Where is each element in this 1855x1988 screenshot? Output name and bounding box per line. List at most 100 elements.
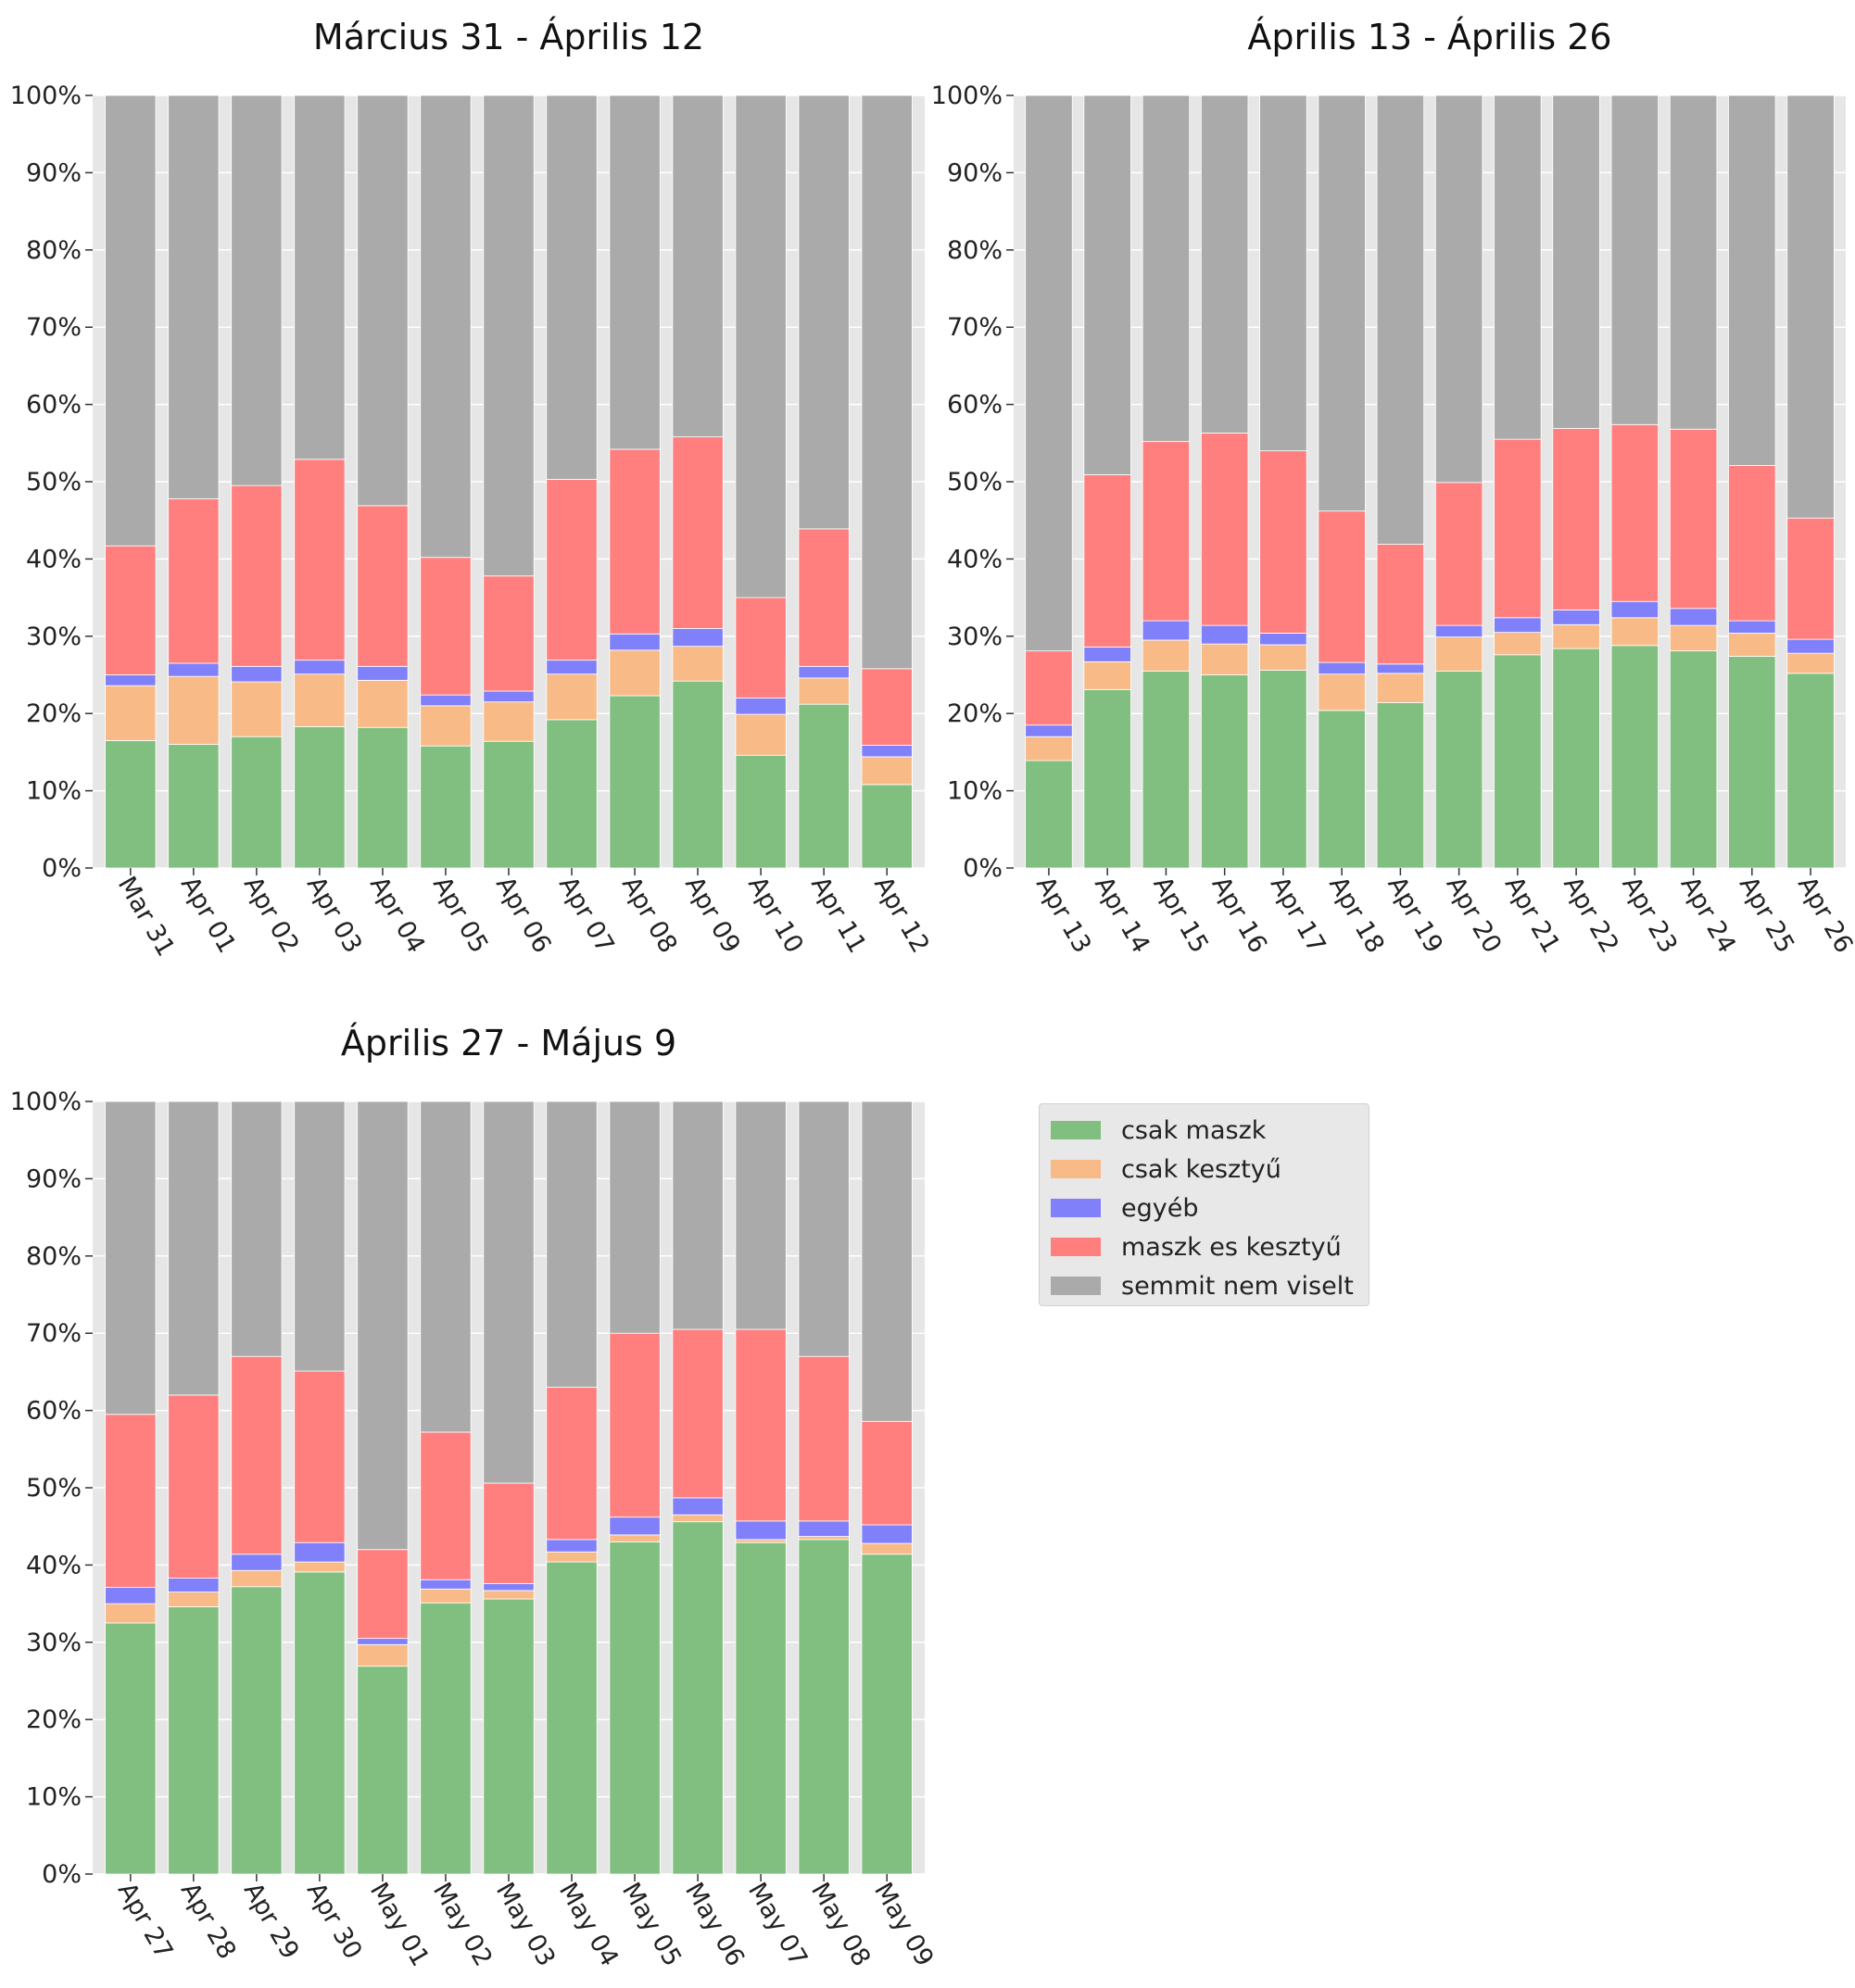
chart3-bar-may-07-semmit-nem-viselt [735,1101,787,1330]
chart3-bar-may-06-csak-kesztyu [672,1514,724,1523]
chart3-bar-may-04-semmit-nem-viselt [546,1101,598,1388]
chart2-bar-apr-25-csak-kesztyu [1728,633,1776,657]
chart2-bar-apr-23-semmit-nem-viselt [1610,94,1659,425]
chart2-xtick-label: Apr 18 [1323,872,1390,958]
chart1-ytick-label: 80% [26,236,82,265]
chart3-bar-apr-27-semmit-nem-viselt [105,1101,157,1416]
chart1-bar-apr-12-csak-maszk [861,784,913,869]
chart1-bar-apr-03-csak-kesztyu [294,673,346,727]
chart1-bar-apr-07-csak-maszk [546,719,598,869]
chart1-bar-apr-08-semmit-nem-viselt [609,94,661,450]
chart1-title: Március 31 - Április 12 [313,17,704,57]
chart2-xtick-label: Apr 17 [1265,872,1331,958]
chart3-bar-apr-29-semmit-nem-viselt [231,1101,283,1357]
chart3-xtick-label: May 06 [679,1878,750,1971]
chart3-ytick-label: 80% [26,1242,82,1271]
chart1-bar-apr-08-csak-maszk [609,695,661,869]
chart2-xtick-label: Apr 20 [1441,872,1508,958]
chart2-ytick-label: 20% [947,699,1003,728]
chart2-bar-apr-26-csak-kesztyu [1786,652,1835,674]
chart3-bar-may-04-egyeb [546,1539,598,1553]
chart2-xtick-label: Apr 14 [1089,872,1155,958]
chart1-bar-mar-31-csak-kesztyu [105,685,157,741]
chart3-bar-may-07-csak-maszk [735,1541,787,1875]
chart1-bar-apr-05-maszk-es-kesztyu [420,557,472,696]
chart2-bar-apr-20-maszk-es-kesztyu [1434,482,1483,626]
chart1-bar-apr-02-semmit-nem-viselt [231,94,283,486]
chart2-title: Április 13 - Április 26 [1247,17,1611,57]
chart3-bar-may-05-csak-maszk [609,1541,661,1875]
legend-label-maszk-es-kesztyu: maszk es kesztyű [1121,1232,1342,1262]
chart3-bar-apr-29-egyeb [231,1554,283,1571]
chart1-ytick-label: 70% [26,313,82,342]
chart3-bar-may-05-maszk-es-kesztyu [609,1332,661,1518]
chart1-bar-apr-10-maszk-es-kesztyu [735,597,787,698]
chart3-bar-may-09-csak-maszk [861,1554,913,1875]
chart3-bar-may-08-csak-maszk [798,1539,850,1875]
chart1-bar-apr-01-csak-kesztyu [168,675,220,745]
chart1-xtick-label: Apr 02 [238,872,305,958]
chart1-ytick-label: 20% [26,699,82,728]
chart2-xtick-label: Apr 25 [1734,872,1800,958]
chart1-xtick-label: Apr 09 [679,872,746,958]
chart2-ytick-label: 90% [947,158,1003,187]
chart2-bar-apr-23-csak-maszk [1610,645,1659,869]
chart1-bar-apr-06-egyeb [483,690,535,703]
chart2-bar-apr-14-csak-maszk [1083,688,1131,869]
chart2-bar-apr-26-semmit-nem-viselt [1786,94,1835,519]
chart1-xtick-label: Apr 11 [805,872,872,958]
chart2-bar-apr-19-csak-kesztyu [1376,673,1425,703]
chart1-bar-apr-10-egyeb [735,698,787,715]
legend-swatch-egyeb [1051,1199,1101,1217]
chart2-bar-apr-18-egyeb [1318,661,1366,675]
chart2-ytick-label: 80% [947,236,1003,265]
chart2-bar-apr-20-semmit-nem-viselt [1434,94,1483,484]
chart2-bar-apr-22-egyeb [1552,610,1600,625]
chart3-bar-apr-28-maszk-es-kesztyu [168,1394,220,1579]
chart2-ytick-label: 70% [947,313,1003,342]
chart1-xtick-label: Apr 01 [175,872,242,958]
chart3-bar-may-09-semmit-nem-viselt [861,1101,913,1422]
chart1-bar-apr-07-semmit-nem-viselt [546,94,598,480]
chart1-bar-apr-02-csak-maszk [231,736,283,869]
chart1-bar-apr-11-csak-maszk [798,703,850,869]
chart2-bar-apr-18-csak-maszk [1318,710,1366,869]
chart2-ytick-label: 0% [963,854,1003,883]
chart3-bar-apr-27-egyeb [105,1587,157,1604]
chart2-bar-apr-24-egyeb [1669,608,1718,626]
chart2-bar-apr-14-semmit-nem-viselt [1083,94,1131,475]
chart1-bar-apr-05-csak-kesztyu [420,705,472,747]
chart3-bar-may-01-csak-maszk [357,1666,409,1875]
chart3-ytick-label: 0% [42,1860,82,1889]
chart1-bar-apr-04-egyeb [357,665,409,681]
chart3-bar-may-06-egyeb [672,1497,724,1516]
chart3-bar-apr-30-csak-kesztyu [294,1561,346,1573]
chart1-bar-apr-12-semmit-nem-viselt [861,94,913,670]
chart2-bar-apr-25-csak-maszk [1728,656,1776,869]
chart2-ytick-label: 40% [947,545,1003,573]
chart2-bar-apr-22-csak-maszk [1552,648,1600,869]
legend-swatch-semmit-nem-viselt [1051,1277,1101,1295]
chart1-xtick-label: Apr 04 [364,872,431,958]
chart1-bar-apr-12-egyeb [861,744,913,758]
chart2-bar-apr-15-maszk-es-kesztyu [1142,441,1191,622]
chart3-xtick-label: May 08 [805,1878,876,1971]
chart2-ytick-label: 10% [947,777,1003,806]
chart3-ytick-label: 10% [26,1783,82,1812]
chart1-bar-apr-07-egyeb [546,660,598,675]
chart3-bar-may-08-egyeb [798,1520,850,1537]
chart1-bar-apr-01-maszk-es-kesztyu [168,497,220,664]
chart2-bar-apr-26-csak-maszk [1786,673,1835,869]
chart1-bar-apr-11-csak-kesztyu [798,677,850,705]
chart3-bar-may-01-maszk-es-kesztyu [357,1549,409,1640]
chart2-bar-apr-16-maszk-es-kesztyu [1200,433,1249,626]
chart1-bar-apr-10-csak-maszk [735,754,787,869]
chart1-bar-apr-04-semmit-nem-viselt [357,94,409,507]
chart2-bar-apr-19-egyeb [1376,663,1425,674]
chart1-bar-apr-08-egyeb [609,633,661,651]
chart1-bar-apr-10-csak-kesztyu [735,713,787,756]
chart2-xtick-label: Apr 15 [1147,872,1214,958]
chart2-bar-apr-23-maszk-es-kesztyu [1610,423,1659,602]
chart2-bar-apr-13-maszk-es-kesztyu [1025,650,1073,726]
